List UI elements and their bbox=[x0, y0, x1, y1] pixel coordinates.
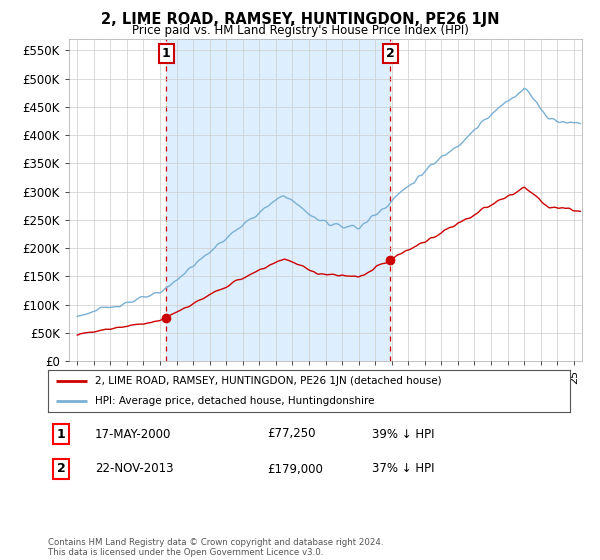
Text: 2, LIME ROAD, RAMSEY, HUNTINGDON, PE26 1JN: 2, LIME ROAD, RAMSEY, HUNTINGDON, PE26 1… bbox=[101, 12, 499, 27]
Text: £77,250: £77,250 bbox=[267, 427, 316, 441]
Text: 17-MAY-2000: 17-MAY-2000 bbox=[95, 427, 172, 441]
Text: 1: 1 bbox=[56, 427, 65, 441]
Text: 1: 1 bbox=[162, 47, 170, 60]
Text: 2, LIME ROAD, RAMSEY, HUNTINGDON, PE26 1JN (detached house): 2, LIME ROAD, RAMSEY, HUNTINGDON, PE26 1… bbox=[95, 376, 442, 386]
Text: 2: 2 bbox=[386, 47, 394, 60]
Text: 2: 2 bbox=[56, 463, 65, 475]
Text: £179,000: £179,000 bbox=[267, 463, 323, 475]
Text: Contains HM Land Registry data © Crown copyright and database right 2024.
This d: Contains HM Land Registry data © Crown c… bbox=[48, 538, 383, 557]
Bar bbox=[166, 39, 390, 361]
Text: HPI: Average price, detached house, Huntingdonshire: HPI: Average price, detached house, Hunt… bbox=[95, 396, 374, 406]
Text: Price paid vs. HM Land Registry's House Price Index (HPI): Price paid vs. HM Land Registry's House … bbox=[131, 24, 469, 36]
Text: 37% ↓ HPI: 37% ↓ HPI bbox=[371, 463, 434, 475]
Text: 22-NOV-2013: 22-NOV-2013 bbox=[95, 463, 173, 475]
Text: 39% ↓ HPI: 39% ↓ HPI bbox=[371, 427, 434, 441]
